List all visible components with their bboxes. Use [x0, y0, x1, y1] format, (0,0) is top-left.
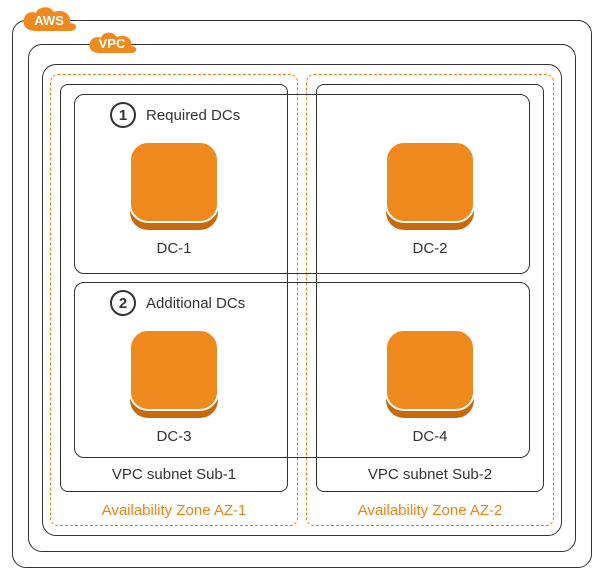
aws-cloud-icon: AWS: [18, 3, 80, 37]
group-num-1: 1: [110, 102, 136, 128]
dc-block-4: [384, 328, 476, 420]
sub2-label: VPC subnet Sub-2: [317, 466, 543, 483]
dc-4-label: DC-4: [362, 428, 498, 445]
sub1-label: VPC subnet Sub-1: [61, 466, 287, 483]
group-label-1: Required DCs: [146, 107, 240, 124]
az1-label: Availability Zone AZ-1: [51, 502, 297, 519]
dc-block-2: [384, 140, 476, 232]
group-num-2: 2: [110, 290, 136, 316]
group-additional-header: 2 Additional DCs: [110, 290, 245, 316]
vpc-label: VPC: [99, 36, 126, 51]
az2-label: Availability Zone AZ-2: [307, 502, 553, 519]
dc-block-3: [128, 328, 220, 420]
dc-1-label: DC-1: [106, 240, 242, 257]
dc-3-label: DC-3: [106, 428, 242, 445]
aws-label: AWS: [34, 13, 64, 28]
dc-2-label: DC-2: [362, 240, 498, 257]
diagram-canvas: Availability Zone AZ-1 Availability Zone…: [0, 0, 606, 576]
vpc-cloud-icon: VPC: [84, 28, 140, 58]
dc-block-1: [128, 140, 220, 232]
group-label-2: Additional DCs: [146, 295, 245, 312]
group-required-header: 1 Required DCs: [110, 102, 240, 128]
